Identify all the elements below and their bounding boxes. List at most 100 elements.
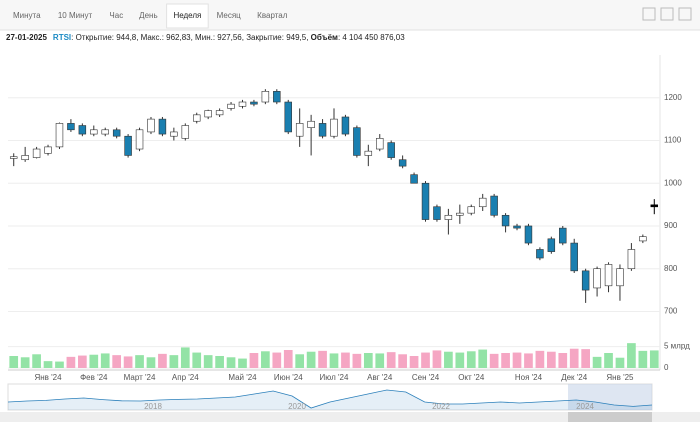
candle-body — [181, 125, 190, 139]
candle-body — [433, 206, 441, 220]
volume-bar — [66, 356, 76, 368]
candle-body — [261, 91, 270, 103]
toolbar — [0, 0, 700, 30]
navigator-label: 2024 — [576, 402, 594, 411]
volume-bar — [398, 354, 407, 368]
volume-bar — [535, 350, 545, 368]
tab[interactable]: Неделя — [173, 11, 201, 20]
volume-bar — [466, 351, 476, 368]
volume-bar — [89, 354, 99, 368]
volume-bar — [592, 356, 602, 368]
x-tick-label: Июл '24 — [320, 373, 349, 382]
tab[interactable]: Квартал — [257, 11, 288, 20]
volume-tick-label: 0 — [664, 363, 669, 372]
x-tick-label: Окт '24 — [458, 373, 485, 382]
bar-icon[interactable] — [660, 7, 674, 21]
candle-body — [467, 206, 475, 214]
navigator-label: 2022 — [432, 402, 450, 411]
candle-body — [387, 142, 395, 158]
x-tick-label: Июн '24 — [274, 373, 303, 382]
volume-bar — [638, 350, 648, 368]
volume-bar — [169, 355, 179, 368]
candle-icon[interactable] — [678, 7, 692, 21]
candle-body — [341, 116, 350, 135]
candle-body — [547, 238, 556, 252]
candle-body — [318, 123, 327, 137]
candle-body — [9, 156, 18, 159]
y-tick-label: 1100 — [664, 136, 682, 145]
volume-bar — [203, 355, 213, 368]
candle-body — [456, 212, 464, 216]
tab[interactable]: День — [139, 11, 157, 20]
candle-body — [330, 118, 338, 137]
candle-body — [21, 155, 29, 161]
candle-body — [170, 131, 178, 137]
volume-bar — [32, 354, 41, 368]
x-tick-label: Апр '24 — [172, 373, 199, 382]
candle-body — [650, 204, 659, 208]
candle-body — [364, 150, 373, 156]
tab[interactable]: Минута — [13, 11, 41, 20]
volume-bar — [375, 353, 385, 368]
volume-bar — [569, 348, 579, 368]
navigator-label: 2018 — [144, 402, 162, 411]
x-tick-label: Май '24 — [228, 373, 257, 382]
candle-body — [284, 101, 292, 133]
candle-body — [639, 236, 647, 242]
volume-bar — [112, 355, 122, 368]
volume-bar — [20, 357, 30, 368]
volume-bar — [558, 353, 568, 368]
y-tick-label: 1200 — [664, 93, 682, 102]
volume-bar — [78, 355, 87, 368]
volume-bar — [329, 353, 339, 368]
x-tick-label: Сен '24 — [412, 373, 440, 382]
candle-body — [490, 195, 498, 216]
volume-bar — [478, 349, 488, 368]
volume-bar — [261, 351, 270, 368]
tab[interactable]: Месяц — [217, 11, 242, 20]
volume-bar — [444, 351, 453, 368]
candle-body — [604, 264, 613, 287]
candle-body — [135, 129, 144, 150]
volume-bar — [249, 353, 259, 368]
tab[interactable]: 10 Минут — [58, 11, 93, 20]
candle-body — [559, 227, 567, 244]
volume-bar — [581, 349, 590, 368]
volume-bar — [489, 353, 499, 368]
x-tick-label: Янв '24 — [34, 373, 62, 382]
x-tick-label: Авг '24 — [367, 373, 393, 382]
volume-bar — [283, 350, 293, 368]
candle-body — [398, 159, 407, 167]
x-tick-label: Ноя '24 — [515, 373, 543, 382]
tab[interactable]: Час — [109, 11, 123, 20]
candle-body — [32, 148, 41, 158]
candle-body — [204, 110, 212, 118]
volume-bar — [363, 353, 373, 368]
candle-body — [536, 249, 544, 259]
volume-bar — [341, 352, 350, 368]
candle-body — [112, 129, 121, 137]
y-tick-label: 900 — [664, 221, 678, 230]
candle-body — [124, 135, 132, 156]
volume-bar — [352, 353, 362, 368]
candle-body — [78, 125, 87, 135]
scrollbar[interactable] — [0, 412, 700, 422]
volume-bar — [512, 352, 522, 368]
scrollbar-thumb[interactable] — [568, 412, 652, 422]
candle-body — [90, 129, 98, 135]
volume-bar — [226, 357, 236, 368]
volume-bar — [524, 353, 533, 368]
volume-bar — [627, 343, 636, 368]
candle-body — [250, 101, 258, 105]
candle-body — [238, 101, 247, 107]
volume-bar — [9, 356, 19, 368]
candle-body — [478, 197, 487, 208]
volume-bar — [238, 358, 247, 368]
candle-body — [593, 268, 601, 289]
line-icon[interactable] — [642, 7, 656, 21]
volume-bar — [158, 353, 167, 368]
volume-bar — [615, 357, 625, 368]
volume-bar — [306, 351, 316, 368]
x-tick-label: Дек '24 — [561, 373, 588, 382]
